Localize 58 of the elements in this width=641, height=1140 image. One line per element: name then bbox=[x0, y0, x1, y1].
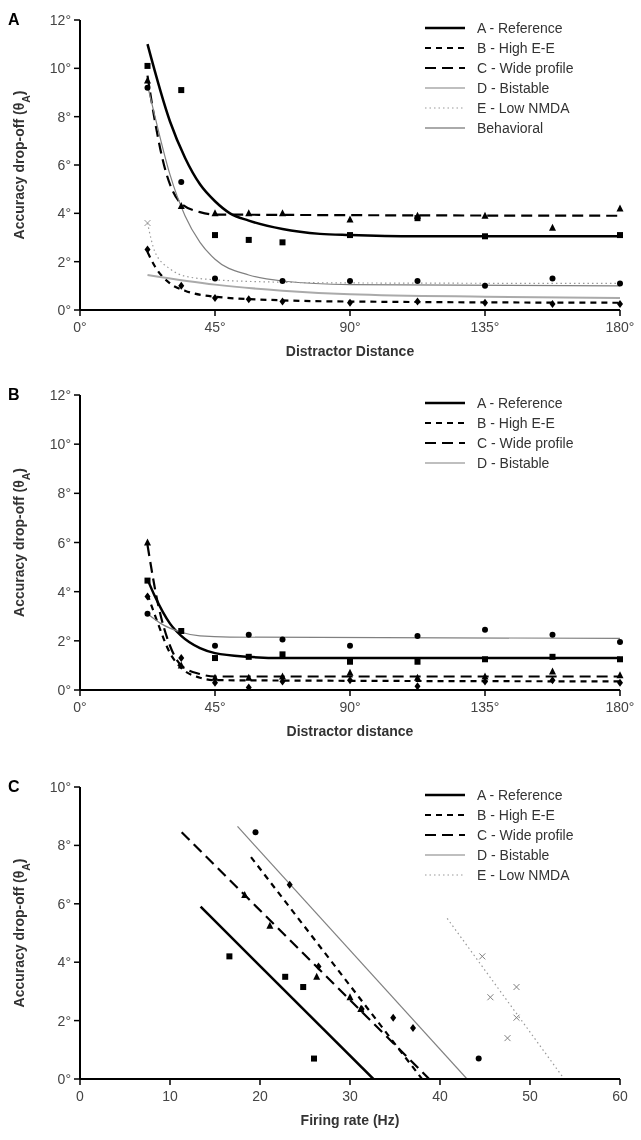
y-tick-label: 10° bbox=[49, 436, 71, 453]
legend-label: A - Reference bbox=[477, 787, 563, 803]
x-tick-label: 60 bbox=[612, 1088, 628, 1104]
x-axis-title: Distractor distance bbox=[286, 723, 414, 739]
y-tick-label: 2° bbox=[57, 1012, 71, 1029]
y-tick-label: 2° bbox=[57, 632, 71, 649]
legend-label: B - High E-E bbox=[477, 40, 555, 56]
x-tick-label: 180° bbox=[605, 699, 635, 715]
y-tick-label: 12° bbox=[49, 387, 71, 403]
chart-title: A bbox=[8, 11, 20, 28]
x-tick-label: 40 bbox=[432, 1088, 448, 1104]
legend-label: B - High E-E bbox=[477, 415, 555, 431]
x-tick-label: 0° bbox=[73, 319, 87, 335]
x-tick-label: 90° bbox=[339, 319, 361, 335]
legend-label: D - Bistable bbox=[477, 847, 550, 863]
chart-title: C bbox=[8, 778, 20, 795]
legend-label: C - Wide profile bbox=[477, 435, 574, 451]
x-tick-label: 0° bbox=[73, 699, 87, 715]
y-tick-label: 0° bbox=[57, 302, 71, 318]
y-tick-label: 12° bbox=[49, 12, 71, 28]
y-tick-label: 8° bbox=[57, 837, 71, 854]
legend-label: B - High E-E bbox=[477, 807, 555, 823]
legend-label: D - Bistable bbox=[477, 455, 550, 471]
y-tick-label: 10° bbox=[49, 779, 71, 795]
y-tick-label: 4° bbox=[57, 205, 71, 222]
y-tick-label: 8° bbox=[57, 485, 71, 502]
legend-label: C - Wide profile bbox=[477, 60, 574, 76]
y-tick-label: 2° bbox=[57, 253, 71, 270]
chart-title: B bbox=[8, 386, 20, 403]
y-tick-label: 6° bbox=[57, 157, 71, 173]
x-tick-label: 45° bbox=[204, 319, 226, 335]
y-tick-label: 6° bbox=[57, 534, 71, 551]
x-tick-label: 45° bbox=[204, 699, 226, 715]
y-tick-label: 4° bbox=[57, 583, 71, 600]
y-tick-label: 0° bbox=[57, 1071, 71, 1087]
legend-label: A - Reference bbox=[477, 20, 563, 36]
x-tick-label: 30 bbox=[342, 1088, 358, 1104]
x-tick-label: 0 bbox=[76, 1088, 85, 1104]
legend-label: D - Bistable bbox=[477, 80, 550, 96]
x-axis-title: Firing rate (Hz) bbox=[300, 1112, 400, 1128]
x-axis-title: Distractor Distance bbox=[285, 343, 415, 359]
legend-label: Behavioral bbox=[477, 120, 544, 136]
legend-label: A - Reference bbox=[477, 395, 563, 411]
x-tick-label: 90° bbox=[339, 699, 361, 715]
legend-label: C - Wide profile bbox=[477, 827, 574, 843]
x-tick-label: 135° bbox=[470, 699, 500, 715]
y-tick-label: 4° bbox=[57, 954, 71, 971]
x-tick-label: 10 bbox=[162, 1088, 178, 1104]
x-tick-label: 50 bbox=[522, 1088, 538, 1104]
y-tick-label: 6° bbox=[57, 895, 71, 912]
x-tick-label: 135° bbox=[470, 319, 500, 335]
x-tick-label: 180° bbox=[605, 319, 635, 335]
legend-label: E - Low NMDA bbox=[477, 867, 571, 883]
x-tick-label: 20 bbox=[252, 1088, 268, 1104]
legend-label: E - Low NMDA bbox=[477, 100, 571, 116]
y-tick-label: 10° bbox=[49, 60, 71, 77]
y-tick-label: 0° bbox=[57, 682, 71, 698]
y-tick-label: 8° bbox=[57, 108, 71, 125]
